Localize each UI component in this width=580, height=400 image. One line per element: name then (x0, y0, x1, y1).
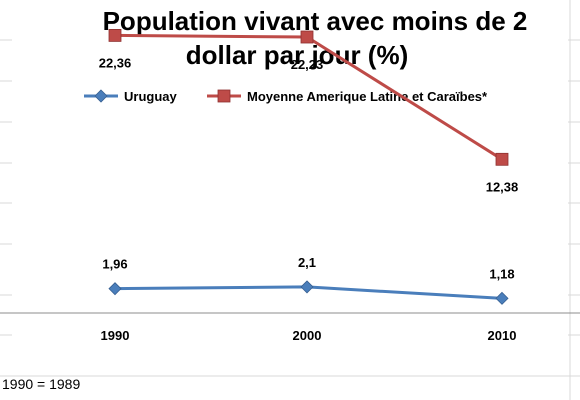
series-1-point-2 (495, 152, 509, 166)
legend-label-0: Uruguay (124, 89, 178, 104)
series-1-point-0 (108, 29, 122, 42)
series-0-data-label-2: 1,18 (489, 266, 514, 281)
series-1-data-label-1: 22,23 (291, 57, 324, 72)
series-1-data-label-2: 12,38 (486, 179, 519, 194)
x-axis-ticks: 1990 2000 2010 (101, 328, 517, 343)
x-tick-label-1: 2000 (293, 328, 322, 343)
footnote: 1990 = 1989 (2, 376, 80, 392)
series-1-data-label-0: 22,36 (99, 55, 132, 70)
legend: Uruguay Moyenne Amerique Latine et Caraïb… (84, 89, 488, 104)
legend-marker-1 (217, 89, 231, 103)
series-0-data-label-0: 1,96 (102, 257, 127, 272)
legend-marker-0 (94, 89, 108, 103)
series-0-point-1 (300, 280, 314, 294)
series-0-point-0 (108, 282, 122, 296)
series-0-point-2 (495, 291, 509, 305)
series-1-point-1 (300, 30, 314, 44)
plot-area: 1,96 2,1 1,18 22,36 22,23 12,38 (99, 29, 519, 305)
chart-title-line-2: dollar par jour (%) (186, 40, 408, 70)
series-0-data-label-1: 2,1 (298, 255, 316, 270)
x-tick-label-2: 2010 (488, 328, 517, 343)
x-tick-label-0: 1990 (101, 328, 130, 343)
legend-label-1: Moyenne Amerique Latine et Caraïbes* (247, 89, 488, 104)
chart-title-line-1: Population vivant avec moins de 2 (103, 6, 528, 36)
